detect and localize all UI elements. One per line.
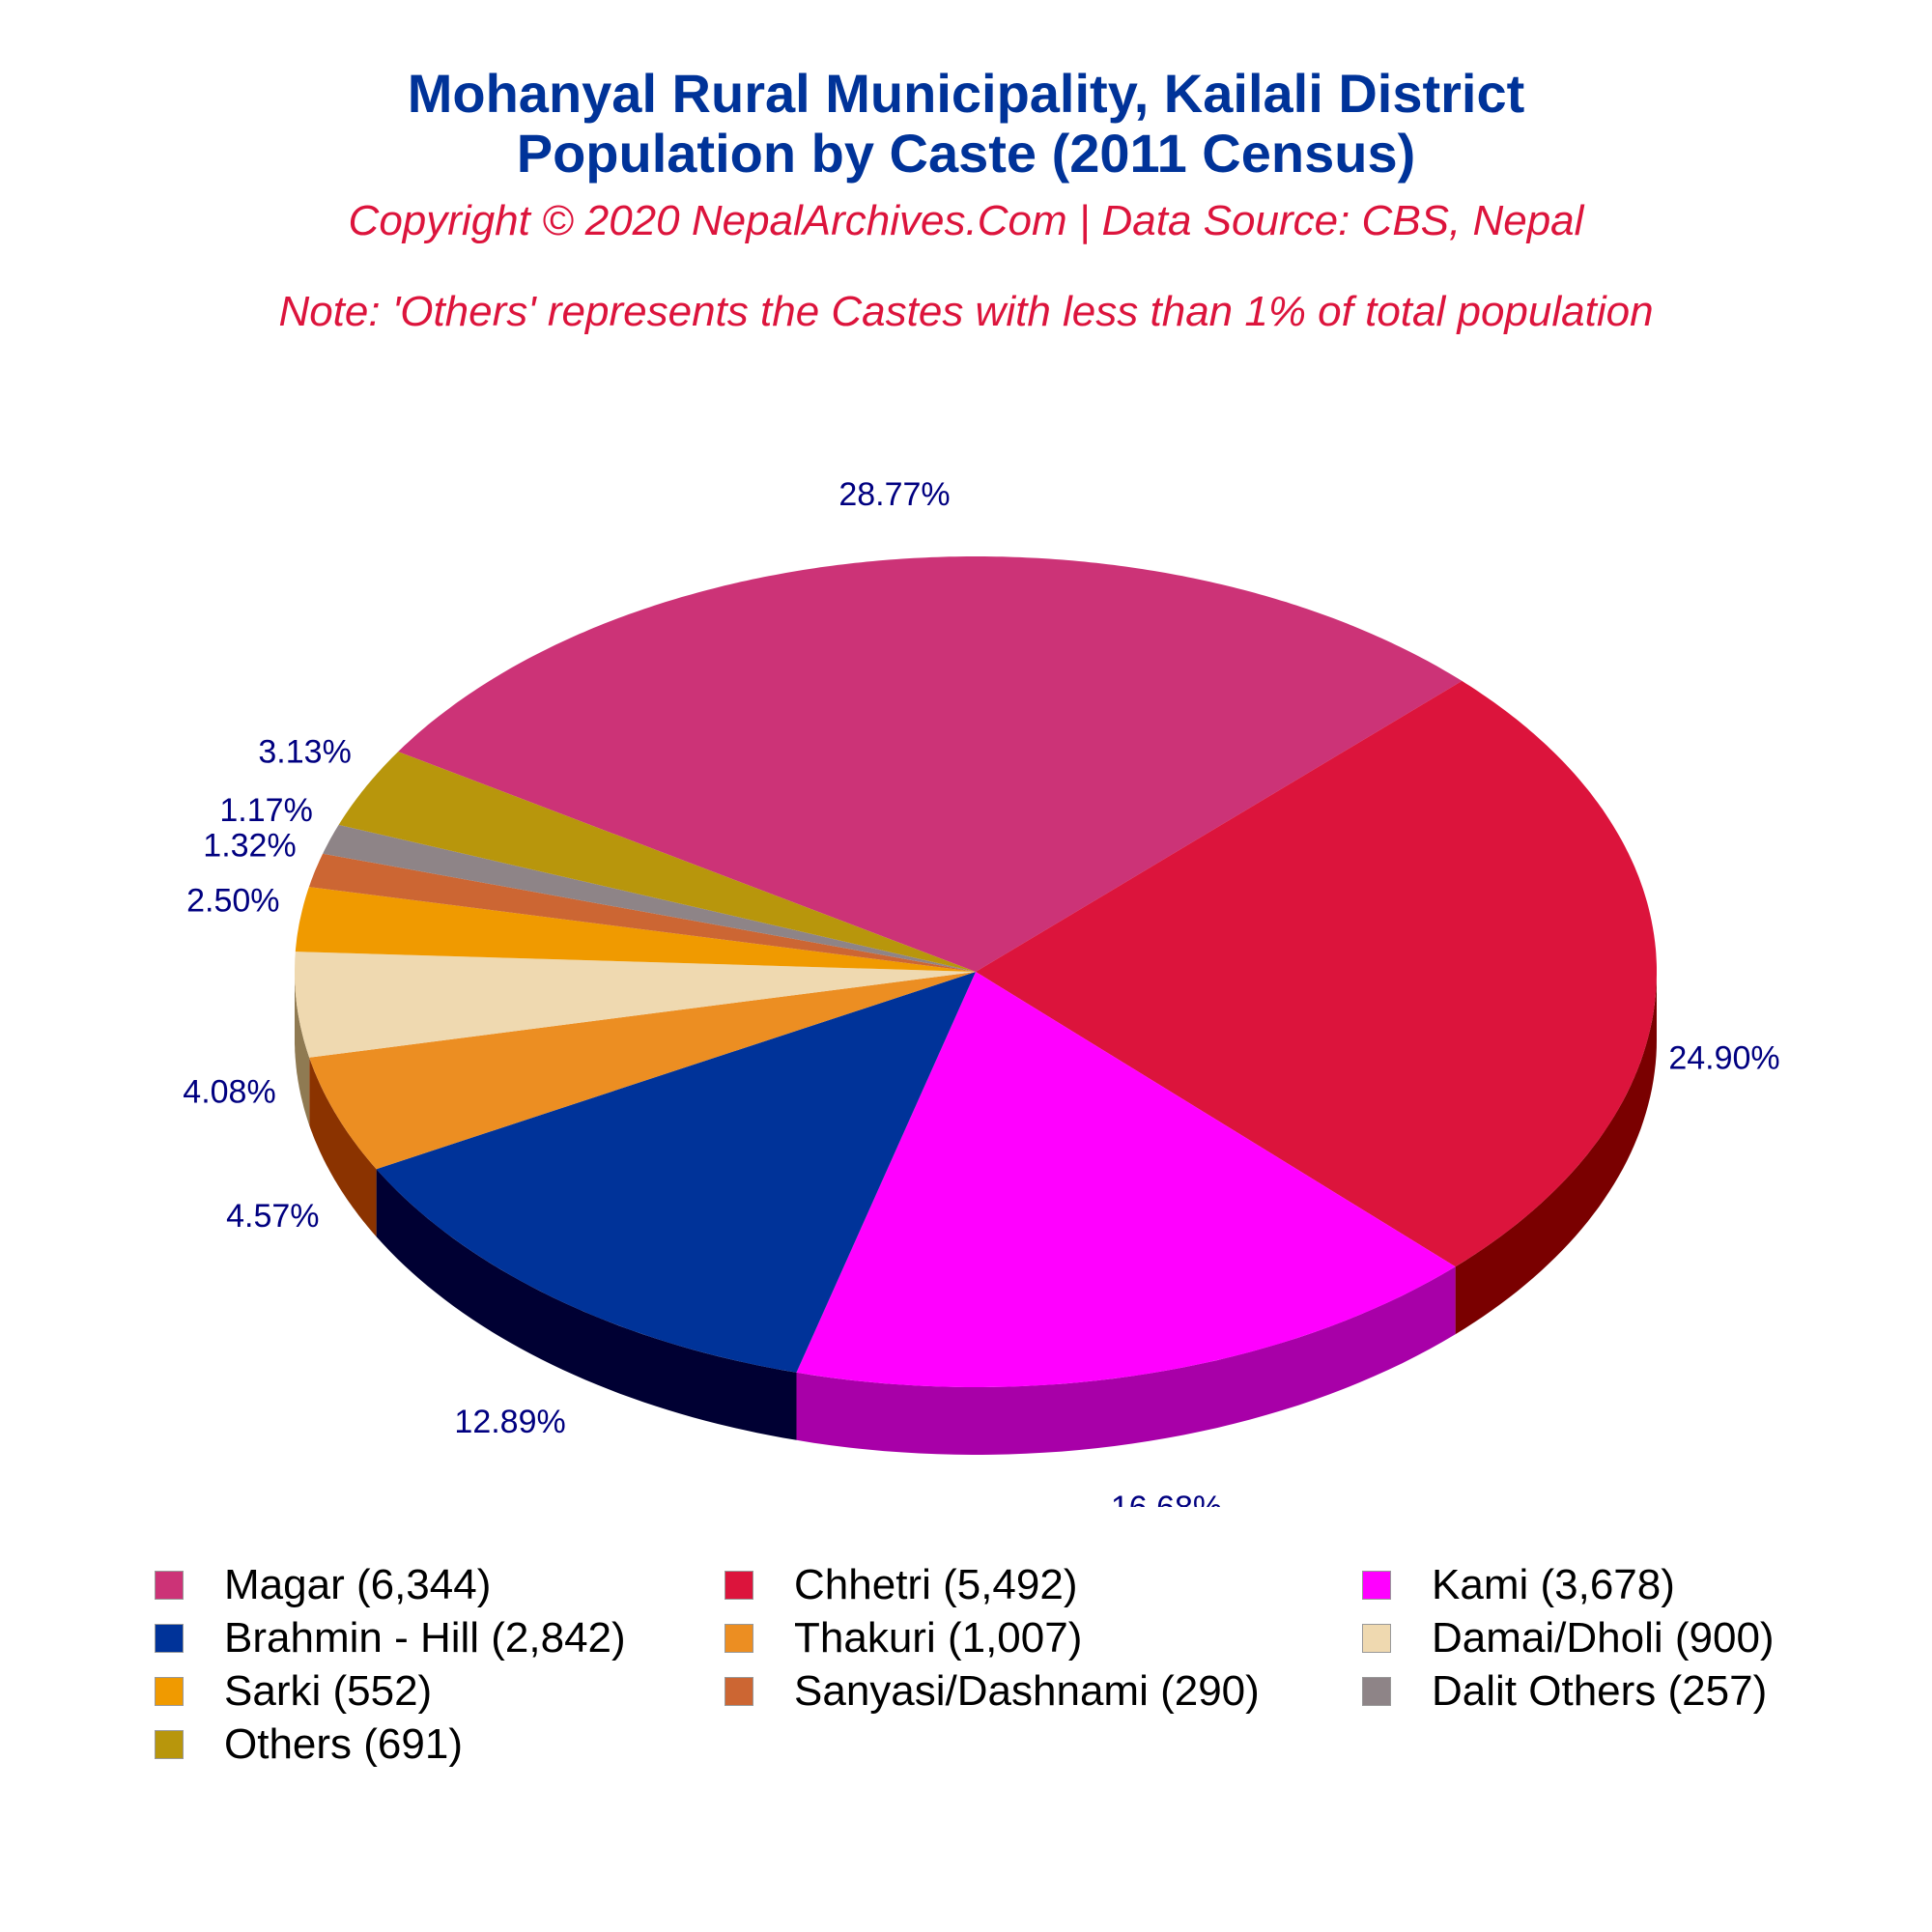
legend-swatch	[724, 1571, 753, 1600]
pie-side-2-0	[796, 1266, 1456, 1455]
pie-label-dalit-others: 1.17%	[219, 792, 312, 829]
legend-label: Dalit Others (257)	[1432, 1667, 1768, 1715]
legend-swatch	[1362, 1624, 1391, 1653]
legend-swatch	[155, 1624, 184, 1653]
pie-label-others: 3.13%	[258, 734, 351, 771]
pie-labels: 28.77% 24.90% 16.68% 12.89% 4.57% 4.08% 2.50% 1…	[183, 476, 1779, 1507]
pie-slice-sanyasi-dashnami	[308, 853, 976, 972]
pie-label-sarki: 2.50%	[186, 882, 279, 919]
pie-chart: 28.77% 24.90% 16.68% 12.89% 4.57% 4.08% 2.50% 1…	[183, 476, 1779, 1507]
pie-label-chhetri: 24.90%	[1668, 1039, 1779, 1076]
pie-side-1-0	[1455, 972, 1657, 1335]
legend-label: Magar (6,344)	[224, 1561, 492, 1608]
chart-subtitle: Population by Caste (2011 Census)	[516, 123, 1416, 184]
chart-title: Mohanyal Rural Municipality, Kailali Dis…	[407, 63, 1525, 124]
legend-swatch	[724, 1624, 753, 1653]
legend-swatch	[155, 1571, 184, 1600]
pie-side-3-0	[376, 1169, 797, 1440]
pie-slice-brahmin-hill	[376, 972, 977, 1373]
pie-label-brahmin-hill: 12.89%	[454, 1404, 565, 1440]
legend-label: Brahmin - Hill (2,842)	[224, 1614, 626, 1662]
legend-label: Damai/Dholi (900)	[1432, 1614, 1775, 1662]
pie-slice-magar	[398, 556, 1463, 972]
legend-label: Thakuri (1,007)	[794, 1614, 1083, 1662]
pie-slice-thakuri	[309, 972, 976, 1170]
pie-slice-dalit-others	[323, 824, 977, 972]
pie-side-4-0	[309, 1057, 377, 1237]
legend-label: Kami (3,678)	[1432, 1561, 1675, 1608]
pie-sides	[295, 972, 1657, 1455]
pie-label-sanyasi-dashnami: 1.32%	[203, 827, 296, 864]
pie-tops	[295, 556, 1657, 1387]
pie-label-thakuri: 4.57%	[226, 1198, 319, 1235]
pie-label-kami: 16.68%	[1111, 1490, 1222, 1507]
legend-swatch	[1362, 1571, 1391, 1600]
legend-label: Others (691)	[224, 1720, 463, 1768]
legend-swatch	[1362, 1677, 1391, 1706]
legend-swatch	[155, 1730, 184, 1759]
pie-slice-chhetri	[976, 680, 1657, 1267]
legend-swatch	[724, 1677, 753, 1706]
pie-side-5-0	[295, 972, 310, 1125]
pie-slice-others	[338, 752, 977, 972]
pie-label-damai-dholi: 4.08%	[183, 1074, 275, 1111]
pie-slice-kami	[796, 972, 1456, 1387]
legend-label: Chhetri (5,492)	[794, 1561, 1078, 1608]
legend-label: Sarki (552)	[224, 1667, 433, 1715]
copyright-text: Copyright © 2020 NepalArchives.Com | Dat…	[348, 197, 1584, 244]
pie-slice-damai-dholi	[295, 952, 976, 1058]
legend-label: Sanyasi/Dashnami (290)	[794, 1667, 1260, 1715]
pie-slice-sarki	[295, 887, 976, 972]
note-text: Note: 'Others' represents the Castes wit…	[278, 288, 1654, 335]
pie-label-magar: 28.77%	[838, 476, 950, 513]
legend-swatch	[155, 1677, 184, 1706]
